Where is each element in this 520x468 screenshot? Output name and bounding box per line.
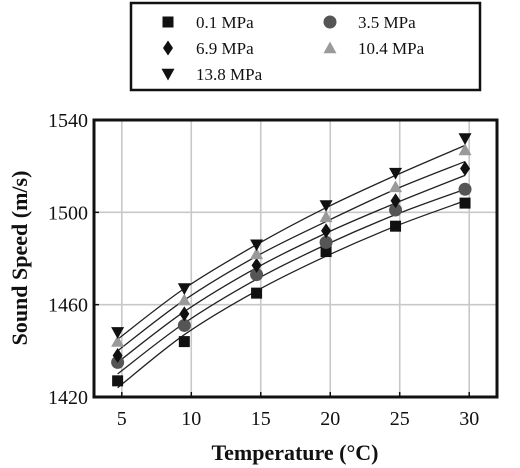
legend-box [129, 1, 482, 92]
x-tick-label: 10 [181, 408, 201, 430]
data-point [321, 223, 332, 239]
fit-curve [117, 200, 466, 389]
data-markers [111, 133, 472, 387]
data-point [458, 133, 472, 145]
data-point [251, 257, 262, 273]
data-point [112, 375, 124, 387]
data-point [459, 197, 471, 209]
y-tick-label: 1540 [48, 110, 88, 132]
data-point [458, 143, 472, 156]
data-point [251, 287, 263, 299]
x-tick-label: 25 [390, 408, 410, 430]
fit-curve [117, 144, 466, 340]
y-tick-label: 1420 [48, 387, 88, 409]
data-point [250, 239, 264, 252]
x-tick-label: 5 [117, 408, 127, 430]
legend-label: 3.5 MPa [358, 13, 416, 32]
data-point [319, 235, 333, 249]
legend-marker [323, 15, 337, 29]
legend-marker [161, 68, 175, 81]
data-point [112, 347, 123, 363]
legend-label: 6.9 MPa [196, 39, 254, 58]
data-point [177, 318, 191, 332]
fit-curve [117, 160, 466, 352]
x-tick-label: 20 [320, 408, 340, 430]
data-point [178, 336, 190, 348]
x-axis-title: Temperature (°C) [211, 440, 378, 465]
data-point [177, 283, 191, 296]
data-point [390, 220, 402, 232]
data-point [389, 180, 403, 193]
y-tick-label: 1460 [48, 295, 88, 317]
x-tick-label: 15 [251, 408, 271, 430]
x-tick-label: 30 [459, 408, 479, 430]
legend-marker [162, 16, 174, 28]
data-point [319, 210, 333, 223]
data-point [177, 293, 191, 306]
y-tick-label: 1500 [48, 202, 88, 224]
data-point [111, 335, 125, 347]
data-point [320, 246, 332, 258]
data-point [250, 268, 264, 282]
data-point [389, 203, 403, 217]
data-point [460, 160, 471, 176]
legend-marker [163, 40, 173, 56]
axis-ticks: 5 10 15 20 25 30 1420 1460 1500 1540 [48, 110, 479, 430]
legend: 0.1 MPa 3.5 MPa 6.9 MPa 10.4 MPa 13.8 MPa [129, 1, 482, 92]
data-point [319, 200, 333, 212]
legend-marker [323, 41, 337, 54]
legend-label: 10.4 MPa [358, 39, 425, 58]
data-point [458, 182, 472, 196]
plot-frame [92, 118, 499, 399]
data-point [250, 247, 264, 260]
fit-curves [117, 144, 466, 389]
data-point [179, 306, 190, 322]
legend-label: 0.1 MPa [196, 13, 254, 32]
data-point [111, 327, 125, 339]
legend-label: 13.8 MPa [196, 65, 263, 84]
y-axis-title: Sound Speed (m/s) [7, 171, 32, 346]
data-point [390, 193, 401, 209]
data-point [389, 167, 403, 180]
